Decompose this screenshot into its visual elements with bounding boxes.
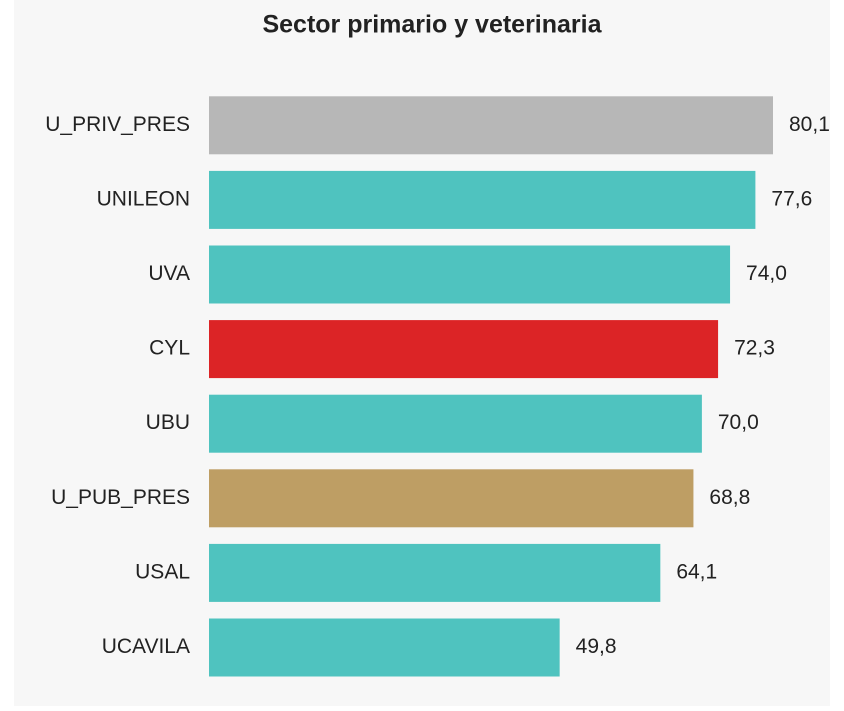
y-tick-label: UNILEON	[97, 187, 190, 210]
data-label: 68,8	[709, 486, 750, 509]
y-tick-label: U_PRIV_PRES	[45, 113, 190, 136]
bar	[209, 245, 731, 304]
bar	[209, 543, 661, 602]
bar	[209, 618, 560, 677]
y-tick-label: CYL	[149, 337, 190, 360]
bar	[209, 320, 719, 379]
data-label: 74,0	[746, 262, 787, 285]
data-label: 64,1	[676, 560, 717, 583]
data-label: 70,0	[718, 411, 759, 434]
chart-title: Sector primario y veterinaria	[262, 11, 602, 39]
bar	[209, 96, 773, 155]
bar	[209, 394, 702, 453]
bar	[209, 170, 756, 229]
y-tick-label: UCAVILA	[102, 635, 190, 658]
data-label: 49,8	[576, 635, 617, 658]
y-tick-label: UBU	[146, 411, 190, 434]
data-label: 77,6	[771, 187, 812, 210]
bar	[209, 469, 694, 528]
y-tick-label: U_PUB_PRES	[51, 486, 190, 509]
data-label: 72,3	[734, 337, 775, 360]
y-tick-label: USAL	[135, 560, 190, 583]
y-tick-label: UVA	[148, 262, 190, 285]
data-label: 80,1	[789, 113, 830, 136]
